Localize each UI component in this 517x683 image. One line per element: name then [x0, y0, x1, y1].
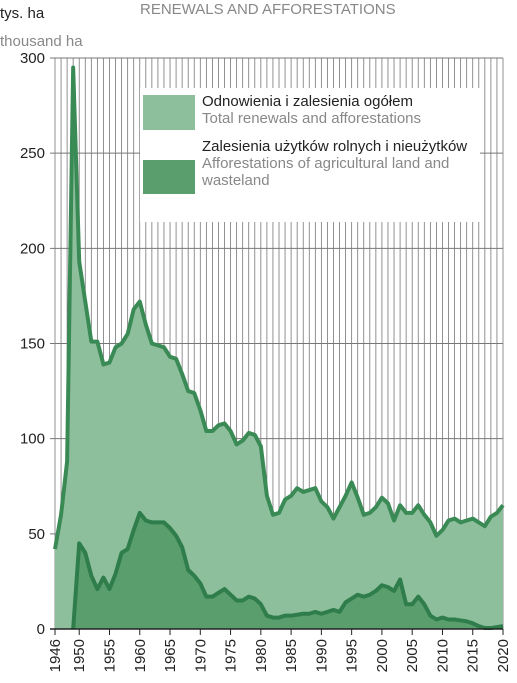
x-tick-label: 1955	[101, 639, 118, 672]
x-tick-label: 1975	[223, 639, 240, 672]
x-tick-label: 1960	[132, 639, 149, 672]
x-tick-label: 1946	[47, 639, 64, 672]
x-tick-label: 1980	[253, 639, 270, 672]
y-tick-label: 300	[20, 50, 45, 67]
y-tick-label: 0	[37, 621, 45, 638]
legend-text: Zalesienia użytków rolnych i nieużytków	[202, 138, 468, 155]
legend-text-en: Total renewals and afforestations	[202, 110, 422, 127]
legend-entry: Zalesienia użytków rolnych i nieużytków A…	[202, 138, 478, 189]
x-tick-label: 1995	[344, 639, 361, 672]
legend-text-en: Afforestations of agricultural land and …	[202, 155, 450, 189]
x-tick-label: 2020	[495, 639, 512, 672]
x-tick-label: 2000	[374, 639, 391, 672]
area	[55, 67, 503, 630]
x-tick-label: 1965	[162, 639, 179, 672]
legend-swatch	[143, 95, 195, 130]
chart-title: RENEWALS AND AFFORESTATIONS	[140, 1, 396, 18]
x-tick-label: 1990	[313, 639, 330, 672]
line	[71, 510, 504, 631]
x-tick-label: 1950	[71, 639, 88, 672]
legend: Odnowienia i zalesienia ogółem Total rene…	[140, 88, 480, 222]
x-tick-label: 1970	[192, 639, 209, 672]
y-tick-label: 150	[20, 336, 45, 353]
legend-entry: Odnowienia i zalesienia ogółem Total rene…	[202, 93, 478, 127]
y-tick-label: 50	[28, 526, 45, 543]
y-axis-label-en: thousand ha	[0, 33, 83, 50]
x-tick-label: 2010	[434, 639, 451, 672]
legend-text: Odnowienia i zalesienia ogółem	[202, 93, 413, 110]
x-tick-label: 2015	[465, 639, 482, 672]
y-axis-label: tys. ha	[0, 5, 45, 22]
y-tick-label: 100	[20, 431, 45, 448]
x-tick-label: 1985	[283, 639, 300, 672]
area	[73, 512, 503, 629]
y-tick-label: 250	[20, 145, 45, 162]
x-tick-label: 2005	[404, 639, 421, 672]
line	[53, 65, 505, 550]
legend-swatch	[143, 160, 195, 194]
y-tick-label: 200	[20, 240, 45, 257]
